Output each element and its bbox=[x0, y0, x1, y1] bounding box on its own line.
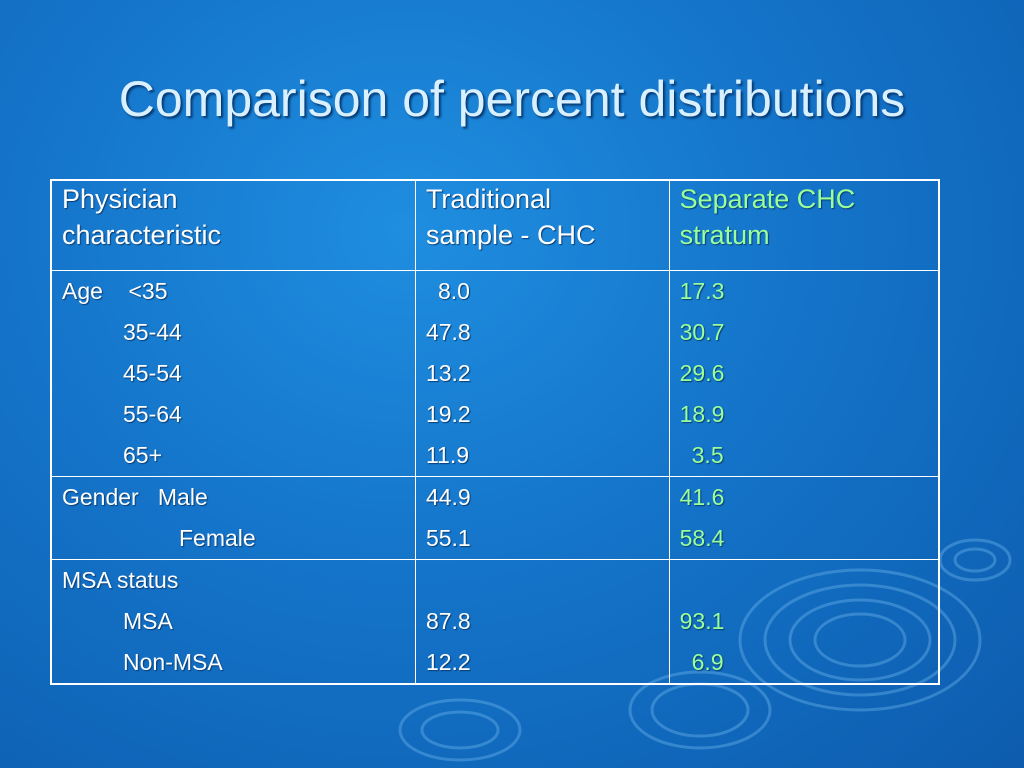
group-label: MSA status bbox=[62, 566, 179, 593]
header-line: sample - CHC bbox=[425, 220, 596, 250]
value-cell: 29.6 bbox=[679, 359, 725, 386]
gender-traditional-cell: 44.9 55.1 bbox=[414, 475, 670, 560]
value-cell: 55.1 bbox=[425, 524, 471, 551]
category-label: 35-44 bbox=[123, 318, 182, 345]
header-line: characteristic bbox=[62, 220, 222, 250]
value-cell: 47.8 bbox=[425, 318, 471, 345]
category-label: <35 bbox=[128, 277, 168, 304]
header-traditional-sample: Traditional sample - CHC bbox=[414, 179, 670, 271]
table-row-age: Age <35 35-44 45-54 55-64 65+ 8.0 47.8 1… bbox=[50, 269, 940, 477]
age-traditional-cell: 8.0 47.8 13.2 19.2 11.9 bbox=[414, 269, 670, 477]
value-cell: 12.2 bbox=[425, 648, 471, 675]
value-cell: 13.2 bbox=[425, 359, 471, 386]
value-cell: 19.2 bbox=[425, 400, 471, 427]
header-separate-stratum: Separate CHC stratum bbox=[668, 179, 940, 271]
msa-separate-cell: 93.1 6.9 bbox=[668, 558, 940, 684]
category-label: Female bbox=[179, 524, 256, 551]
comparison-table: Physician characteristic Traditional sam… bbox=[50, 179, 940, 685]
value-cell: 3.5 bbox=[691, 441, 724, 468]
value-cell: 44.9 bbox=[425, 483, 471, 510]
row-label: Gender Male bbox=[62, 477, 405, 518]
header-line: Separate CHC bbox=[679, 184, 856, 214]
value-cell: 93.1 bbox=[679, 607, 725, 634]
header-line: Traditional bbox=[425, 184, 551, 214]
header-physician-characteristic: Physician characteristic bbox=[50, 179, 416, 271]
category-label: MSA bbox=[123, 607, 173, 634]
value-cell: 41.6 bbox=[679, 483, 725, 510]
value-cell: 58.4 bbox=[679, 524, 725, 551]
table-row-msa: MSA status MSA Non-MSA 87.8 12.2 93.1 6.… bbox=[50, 558, 940, 684]
value-cell: 17.3 bbox=[679, 277, 725, 304]
table-row-gender: Gender Male Female 44.9 55.1 41.6 58.4 bbox=[50, 475, 940, 560]
table-header-row: Physician characteristic Traditional sam… bbox=[50, 179, 940, 271]
category-label: Male bbox=[157, 483, 208, 510]
group-label: Age bbox=[62, 277, 103, 304]
category-label: 45-54 bbox=[123, 359, 182, 386]
age-characteristic-cell: Age <35 35-44 45-54 55-64 65+ bbox=[50, 269, 416, 477]
value-cell: 8.0 bbox=[437, 277, 470, 304]
blank-line bbox=[680, 560, 928, 601]
category-label: 55-64 bbox=[123, 400, 182, 427]
value-cell: 87.8 bbox=[425, 607, 471, 634]
msa-characteristic-cell: MSA status MSA Non-MSA bbox=[50, 558, 416, 684]
blank-line bbox=[426, 560, 659, 601]
header-line: stratum bbox=[679, 220, 770, 250]
gender-separate-cell: 41.6 58.4 bbox=[668, 475, 940, 560]
value-cell: 11.9 bbox=[425, 441, 469, 468]
category-label: 65+ bbox=[123, 441, 163, 468]
group-label: Gender bbox=[62, 483, 139, 510]
msa-traditional-cell: 87.8 12.2 bbox=[414, 558, 670, 684]
header-line: Physician bbox=[62, 184, 178, 214]
value-cell: 6.9 bbox=[691, 648, 724, 675]
value-cell: 30.7 bbox=[679, 318, 725, 345]
row-label: Age <35 bbox=[62, 271, 405, 312]
value-cell: 18.9 bbox=[679, 400, 725, 427]
slide-title: Comparison of percent distributions bbox=[118, 71, 906, 127]
gender-characteristic-cell: Gender Male Female bbox=[50, 475, 416, 560]
category-label: Non-MSA bbox=[123, 648, 223, 675]
age-separate-cell: 17.3 30.7 29.6 18.9 3.5 bbox=[668, 269, 940, 477]
